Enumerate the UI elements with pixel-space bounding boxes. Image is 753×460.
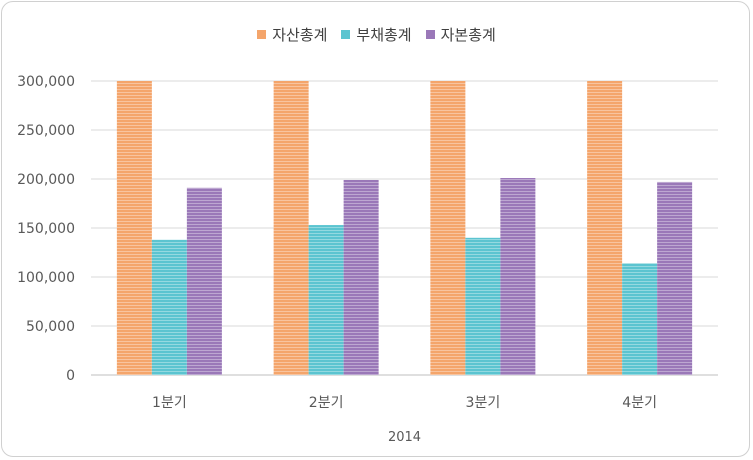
x-axis-categories: 1분기 2분기 3분기 4분기 (152, 395, 657, 411)
bar-equity (657, 181, 693, 375)
x-category-label: 4분기 (622, 395, 657, 411)
bar-equity (186, 187, 222, 375)
bar-equity (500, 178, 536, 375)
legend-item-liabilities: 부채총계 (341, 24, 412, 45)
legend-item-assets: 자산총계 (257, 24, 327, 45)
y-tick-label: 150,000 (17, 221, 75, 237)
x-category-label: 2분기 (309, 395, 344, 411)
bars (116, 81, 693, 375)
legend-label-liabilities: 부채총계 (356, 25, 412, 44)
bar-assets (273, 81, 309, 375)
bar-assets (587, 81, 623, 375)
y-tick-label: 50,000 (26, 319, 75, 335)
bar-equity (343, 179, 379, 375)
y-axis-ticks: 0 50,000 100,000 150,000 200,000 250,000 300,0… (17, 74, 75, 384)
bar-assets (430, 81, 466, 375)
bar-liabilities (308, 225, 344, 375)
legend-swatch-liabilities (341, 29, 351, 39)
y-tick-label: 0 (66, 368, 75, 384)
legend-label-equity: 자본총계 (440, 25, 496, 44)
y-tick-label: 250,000 (17, 123, 75, 139)
legend-swatch-assets (257, 29, 267, 39)
y-tick-label: 100,000 (17, 270, 75, 286)
bar-liabilities (465, 237, 501, 375)
legend: 자산총계 부채총계 자본총계 (0, 22, 753, 46)
bar-liabilities (622, 263, 658, 375)
x-category-label: 1분기 (152, 395, 187, 411)
legend-swatch-equity (425, 29, 435, 39)
bar-assets (116, 81, 152, 375)
x-category-label: 3분기 (466, 395, 501, 411)
bar-liabilities (151, 239, 187, 375)
y-tick-label: 200,000 (17, 172, 75, 188)
legend-label-assets: 자산총계 (272, 25, 328, 44)
y-tick-label: 300,000 (17, 74, 75, 90)
legend-item-equity: 자본총계 (425, 24, 496, 45)
x-group-label: 2014 (388, 430, 421, 445)
